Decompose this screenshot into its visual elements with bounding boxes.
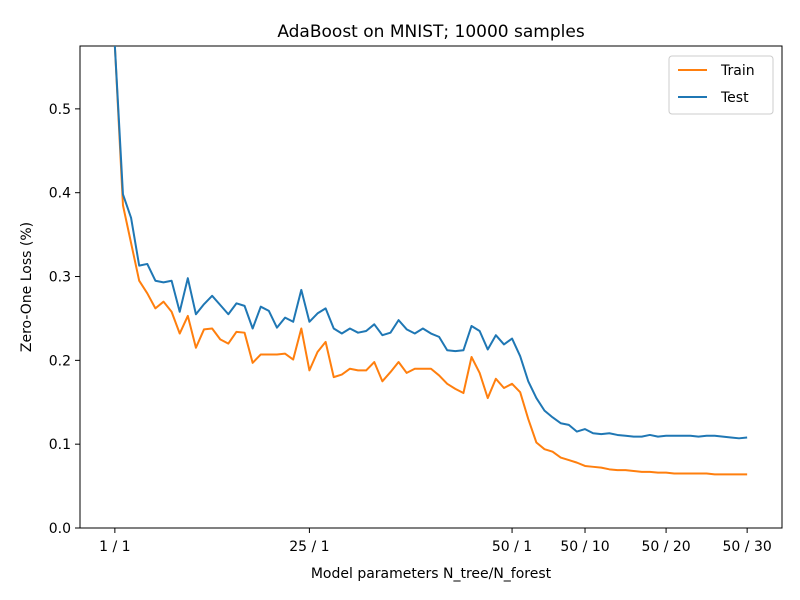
series-line-train bbox=[113, 46, 748, 476]
y-tick-label: 0.4 bbox=[49, 186, 71, 202]
y-tick-label: 0.3 bbox=[49, 270, 71, 286]
y-tick-label: 0.1 bbox=[49, 437, 71, 453]
chart-title: AdaBoost on MNIST; 10000 samples bbox=[277, 22, 585, 42]
legend-label-train: Train bbox=[720, 63, 755, 79]
x-tick-label: 25 / 1 bbox=[289, 539, 329, 555]
legend-label-test: Test bbox=[720, 90, 749, 106]
plot-frame bbox=[79, 45, 783, 529]
series-layer bbox=[113, 46, 748, 476]
y-axis: 0.0 0.1 0.2 0.3 0.4 0.5 bbox=[49, 102, 80, 537]
series-line-test bbox=[113, 46, 748, 440]
y-tick-label: 0.2 bbox=[49, 353, 71, 369]
y-tick-label: 0.0 bbox=[49, 521, 71, 537]
x-tick-label: 50 / 20 bbox=[641, 539, 690, 555]
legend: Train Test bbox=[668, 55, 774, 115]
x-tick-label: 50 / 30 bbox=[723, 539, 772, 555]
x-tick-label: 50 / 10 bbox=[560, 539, 609, 555]
x-axis-label: Model parameters N_tree/N_forest bbox=[311, 566, 552, 582]
y-tick-label: 0.5 bbox=[49, 102, 71, 118]
x-axis: 1 / 1 25 / 1 50 / 1 50 / 10 50 / 20 50 / 30 bbox=[99, 528, 772, 555]
y-axis-label: Zero-One Loss (%) bbox=[19, 222, 35, 352]
x-tick-label: 50 / 1 bbox=[492, 539, 532, 555]
x-tick-label: 1 / 1 bbox=[99, 539, 130, 555]
